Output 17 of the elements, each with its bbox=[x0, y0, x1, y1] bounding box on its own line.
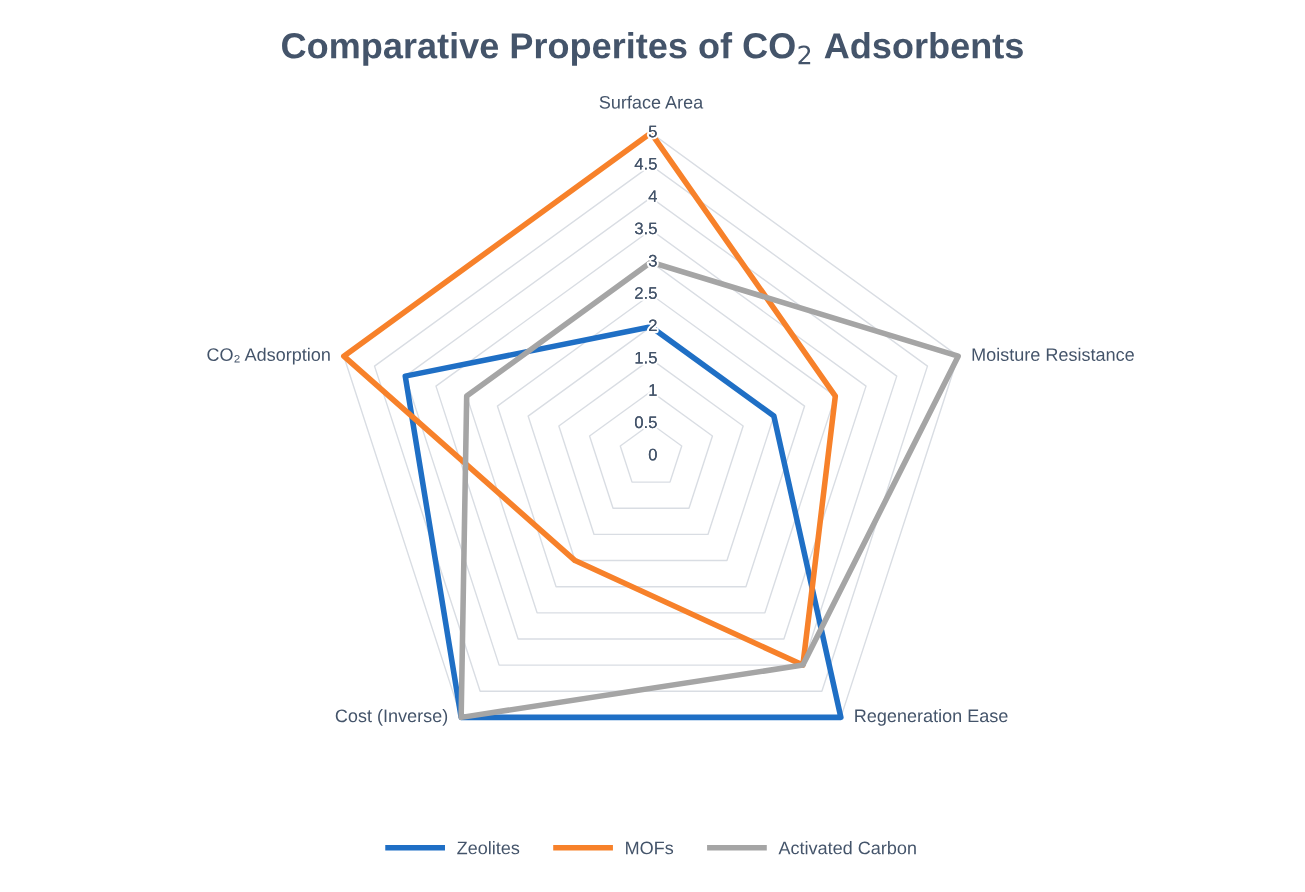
spoke-label: Surface Area bbox=[599, 95, 704, 109]
spoke-label: Moisture Resistance bbox=[972, 347, 1134, 362]
y-tick-label: 0.5 bbox=[634, 416, 657, 429]
chart-title: Comparative Properites of CO$_{2}$ Adsorbents bbox=[282, 32, 1023, 66]
legend-label: Zeolites bbox=[457, 841, 520, 855]
y-tick-label: 4.5 bbox=[634, 158, 657, 170]
y-tick-label: 1 bbox=[649, 384, 657, 396]
spoke-label: Cost (Inverse) bbox=[335, 708, 448, 726]
spoke-label: Regeneration Ease bbox=[855, 708, 1008, 726]
y-tick-label: 1.5 bbox=[635, 351, 657, 364]
y-tick-label: 2.5 bbox=[635, 287, 657, 299]
legend-label: MOFs bbox=[626, 841, 674, 855]
legend-label: Activated Carbon bbox=[778, 841, 916, 855]
spoke-label: CO₂ Adsorption bbox=[207, 347, 330, 365]
y-tick-label: 3.5 bbox=[634, 222, 657, 235]
y-tick-label: 4 bbox=[648, 190, 657, 202]
y-tick-label: 0 bbox=[648, 448, 657, 461]
